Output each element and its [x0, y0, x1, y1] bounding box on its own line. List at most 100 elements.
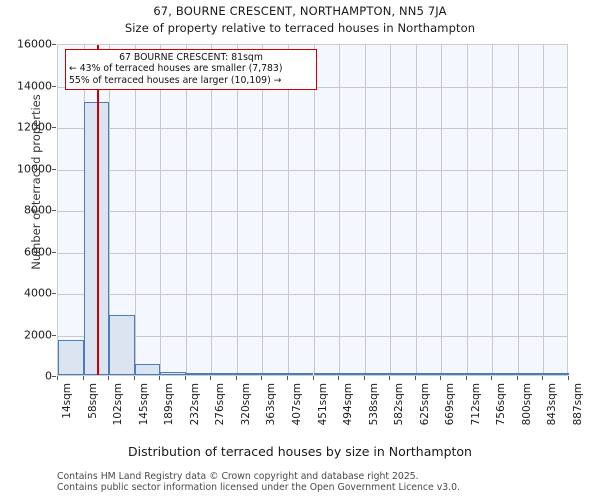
gridline-vertical: [160, 45, 162, 375]
gridline-horizontal: [58, 252, 567, 254]
y-axis-tick-mark: [52, 376, 56, 377]
footer-line-2: Contains public sector information licen…: [57, 482, 460, 493]
gridline-vertical: [134, 45, 136, 375]
gridline-vertical: [466, 45, 468, 375]
histogram-bar: [543, 373, 569, 375]
x-axis-tick-mark: [210, 376, 212, 380]
x-axis-tick-label: 232sqm: [188, 383, 201, 426]
x-axis-tick-label: 102sqm: [112, 383, 125, 426]
y-axis-tick-mark: [52, 127, 56, 128]
histogram-bar: [185, 373, 212, 375]
x-axis-tick-mark: [389, 376, 391, 380]
y-axis-tick-label: 0: [45, 369, 52, 383]
x-axis-tick-mark: [414, 376, 416, 380]
chart-subtitle: Size of property relative to terraced ho…: [124, 21, 476, 35]
gridline-vertical: [543, 45, 545, 375]
gridline-vertical: [441, 45, 443, 375]
histogram-bar: [160, 371, 186, 375]
gridline-vertical: [364, 45, 366, 375]
x-axis-tick-mark: [542, 376, 544, 380]
x-axis-tick-mark: [261, 376, 263, 380]
histogram-bar: [287, 373, 314, 375]
x-axis-tick-label: 538sqm: [367, 383, 380, 426]
page-title: 67, BOURNE CRESCENT, NORTHAMPTON, NN5 7J…: [153, 4, 447, 18]
y-axis-title: Number of terraced properties: [29, 94, 43, 270]
gridline-vertical: [109, 45, 111, 375]
x-axis-tick-mark: [465, 376, 467, 380]
x-axis-tick-mark: [133, 376, 135, 380]
histogram-bar: [492, 373, 518, 375]
histogram-bar: [109, 315, 135, 375]
x-axis-tick-label: 669sqm: [444, 383, 457, 426]
property-marker-line: [97, 45, 100, 375]
bar-series: [58, 45, 569, 375]
gridline-vertical: [236, 45, 238, 375]
gridline-vertical: [339, 45, 341, 375]
x-axis-tick-label: 625sqm: [418, 383, 431, 426]
histogram-bar: [262, 373, 288, 375]
x-axis-tick-mark: [312, 376, 314, 380]
histogram-bar: [83, 102, 110, 375]
histogram-bar: [313, 373, 340, 375]
x-axis-tick-mark: [338, 376, 340, 380]
plot-area: [57, 44, 569, 376]
x-axis-tick-label: 843sqm: [546, 383, 559, 426]
y-axis-tick-mark: [52, 251, 56, 253]
y-axis-tick-label: 6000: [24, 245, 52, 258]
annotation-line-3: 55% of terraced houses are larger (10,10…: [69, 74, 282, 86]
x-axis-tick-mark: [286, 376, 288, 380]
x-axis-title: Distribution of terraced houses by size …: [128, 444, 472, 459]
y-axis-tick-mark: [52, 293, 56, 294]
y-axis-tick-label: 12000: [17, 120, 52, 134]
gridline-vertical: [390, 45, 392, 375]
footer-attribution: Contains HM Land Registry data © Crown c…: [57, 471, 460, 493]
gridline-vertical: [211, 45, 213, 375]
x-axis-tick-label: 756sqm: [495, 383, 508, 426]
histogram-bar: [58, 339, 84, 375]
x-axis-tick-label: 887sqm: [572, 383, 584, 426]
x-axis-tick-label: 494sqm: [342, 383, 355, 426]
gridline-vertical: [262, 45, 264, 375]
y-axis-tick-mark: [52, 210, 56, 211]
x-axis-tick-mark: [568, 376, 569, 380]
gridline-horizontal: [58, 335, 567, 337]
x-axis-tick-label: 58sqm: [86, 383, 99, 419]
gridline-vertical: [415, 45, 417, 375]
y-axis-tick-label: 8000: [24, 203, 52, 217]
histogram-bar: [517, 373, 544, 375]
y-axis-tick-label: 16000: [17, 37, 52, 51]
gridline-horizontal: [58, 128, 567, 129]
gridline-vertical: [517, 45, 519, 375]
footer-line-1: Contains HM Land Registry data © Crown c…: [57, 471, 419, 482]
gridline-vertical: [185, 45, 187, 375]
x-axis-tick-label: 582sqm: [393, 383, 406, 426]
histogram-bar: [415, 373, 442, 375]
gridline-horizontal: [58, 169, 567, 171]
x-axis-tick-label: 800sqm: [520, 383, 533, 426]
histogram-bar: [390, 373, 416, 375]
x-axis-tick-label: 14sqm: [61, 383, 73, 419]
x-axis-tick-mark: [108, 376, 110, 380]
x-axis-tick-label: 712sqm: [469, 383, 482, 426]
histogram-bar: [364, 373, 391, 375]
y-axis-tick-mark: [52, 85, 56, 87]
x-axis-tick-label: 189sqm: [163, 383, 176, 426]
histogram-bar: [339, 373, 365, 375]
x-axis-tick-label: 363sqm: [265, 383, 278, 426]
x-axis-tick-mark: [184, 376, 186, 380]
gridline-horizontal: [58, 294, 567, 295]
x-axis-tick-mark: [235, 376, 237, 380]
x-axis-tick-mark: [516, 376, 518, 380]
y-axis-tick-label: 14000: [17, 79, 52, 92]
histogram-bar: [441, 373, 467, 375]
y-axis-tick-mark: [52, 44, 56, 45]
gridline-vertical: [287, 45, 289, 375]
y-axis-tick-label: 2000: [24, 328, 52, 341]
y-axis-tick-label: 4000: [24, 286, 52, 300]
gridline-horizontal: [58, 211, 567, 212]
gridline-vertical: [492, 45, 494, 375]
x-axis-tick-label: 145sqm: [137, 383, 150, 426]
annotation-line-1: 67 BOURNE CRESCENT: 81sqm: [119, 52, 263, 63]
x-axis-tick-label: 407sqm: [290, 383, 303, 426]
